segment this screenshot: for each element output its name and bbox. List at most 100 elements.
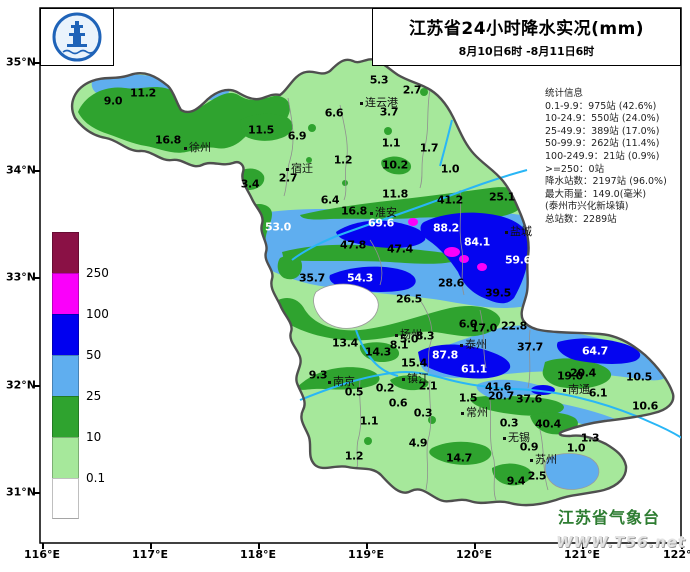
precip-value-label: 3.4 <box>240 177 260 191</box>
precip-value-label: 5.3 <box>369 73 389 87</box>
precip-value-label: 6.6 <box>324 106 344 120</box>
x-axis-tick <box>582 543 584 549</box>
y-axis-tick <box>34 385 40 387</box>
city-marker-dot <box>286 167 289 171</box>
precip-value-label: 1.1 <box>359 414 379 428</box>
legend-label: 100 <box>86 307 109 321</box>
city-name: 扬州 <box>400 328 422 341</box>
precip-value-label: 14.7 <box>446 451 472 465</box>
tai-lake <box>544 453 600 490</box>
city-marker-dot <box>563 388 566 392</box>
precip-value-label: 2.7 <box>278 171 298 185</box>
stats-line: >=250：0站 <box>545 163 605 175</box>
precip-value-label: 16.8 <box>155 133 181 147</box>
x-axis-label: 119°E <box>348 548 384 561</box>
precip-value-label: 28.6 <box>438 276 464 290</box>
precip-value-label: 35.7 <box>299 271 325 285</box>
precip-value-label: 3.7 <box>379 105 399 119</box>
city-marker-dot <box>503 436 506 440</box>
x-axis-tick <box>42 543 44 549</box>
x-axis-label: 117°E <box>132 548 168 561</box>
city-label: 南京 <box>328 373 355 389</box>
precip-value-label: 1.0 <box>566 441 586 455</box>
precip-value-label: 22.8 <box>501 319 527 333</box>
city-label: 宿迁 <box>286 160 313 176</box>
precip-value-label: 26.5 <box>396 292 422 306</box>
precip-value-label: 0.6 <box>388 396 408 410</box>
precip-value-label: 88.2 <box>433 221 459 235</box>
precip-value-label: 1.1 <box>381 136 401 150</box>
precip-value-label: 9.4 <box>506 474 526 488</box>
precip-value-label: 40.4 <box>535 417 561 431</box>
city-marker-dot <box>370 211 373 215</box>
precip-value-label: 0.3 <box>499 416 519 430</box>
city-marker-dot <box>460 343 463 347</box>
city-marker-dot <box>505 230 508 234</box>
watermark: WWW.T56.net <box>556 533 686 551</box>
precip-value-label: 13.4 <box>332 336 358 350</box>
city-marker-dot <box>360 101 363 105</box>
precip-value-label: 84.1 <box>464 235 490 249</box>
precip-value-label: 4.9 <box>408 436 428 450</box>
province-outline <box>70 58 675 507</box>
legend-block <box>52 232 79 273</box>
stats-line: 0.1-9.9：975站 (42.6%) <box>545 100 657 112</box>
city-name: 盐城 <box>510 225 532 238</box>
city-name: 连云港 <box>365 96 398 109</box>
precip-value-label: 69.6 <box>368 216 394 230</box>
legend-block <box>52 437 79 478</box>
y-axis-tick <box>34 492 40 494</box>
precip-value-label: 1.2 <box>333 153 353 167</box>
precip-value-label: 0.5 <box>344 385 364 399</box>
agency-logo-icon <box>52 12 102 62</box>
precip-value-label: 47.4 <box>387 242 413 256</box>
precip-value-label: 9.0 <box>103 94 123 108</box>
city-label: 常州 <box>461 404 488 420</box>
city-name: 宿迁 <box>291 162 313 175</box>
precip-value-label: 87.8 <box>432 348 458 362</box>
stats-line: 25-49.9：389站 (17.0%) <box>545 125 660 137</box>
precip-value-label: 37.7 <box>517 340 543 354</box>
city-label: 无锡 <box>503 429 530 445</box>
precip-value-label: 6.9 <box>287 129 307 143</box>
x-axis-label: 116°E <box>24 548 60 561</box>
precip-value-label: 39.5 <box>485 286 511 300</box>
x-axis-label: 122°E <box>663 548 690 561</box>
precip-value-label: 14.3 <box>365 345 391 359</box>
precip-value-label: 19.0 <box>557 369 583 383</box>
precip-value-label: 0.9 <box>519 440 539 454</box>
precip-value-label: 2.1 <box>418 379 438 393</box>
y-axis-tick <box>34 62 40 64</box>
city-marker-dot <box>402 377 405 381</box>
precip-value-label: 17.0 <box>471 321 497 335</box>
city-label: 泰州 <box>460 336 487 352</box>
stats-line: 最大雨量：149.0(毫米) <box>545 188 647 200</box>
city-label: 徐州 <box>184 139 211 155</box>
precip-value-label: 10.6 <box>632 399 658 413</box>
legend-block <box>52 355 79 396</box>
precip-value-label: 64.7 <box>582 344 608 358</box>
precip-value-label: 1.7 <box>419 141 439 155</box>
precip-value-label: 1.2 <box>344 449 364 463</box>
precip-value-label: 41.2 <box>437 193 463 207</box>
x-axis-label: 118°E <box>240 548 276 561</box>
legend-label: 50 <box>86 348 102 362</box>
city-name: 镇江 <box>407 372 429 385</box>
city-label: 淮安 <box>370 204 397 220</box>
precip-value-label: 8.1 <box>389 338 409 352</box>
city-name: 无锡 <box>508 431 530 444</box>
stats-line: 降水站数：2197站 (96.0%) <box>545 176 667 188</box>
stats-line: (泰州市兴化新垛镇) <box>545 201 629 213</box>
precip-value-label: 0.2 <box>375 381 395 395</box>
precip-value-label: 54.3 <box>347 271 373 285</box>
city-label: 苏州 <box>530 451 557 467</box>
precip-value-label: 15.4 <box>401 356 427 370</box>
statistics-panel: 统计信息 0.1-9.9：975站 (42.6%) 10-24.9：550站 (24… <box>545 88 685 227</box>
x-axis-label: 121°E <box>564 548 600 561</box>
precip-value-label: 6.0 <box>458 317 478 331</box>
precip-value-label: 6.4 <box>320 193 340 207</box>
precip-value-label: 53.0 <box>265 220 291 234</box>
precip-value-label: 20.7 <box>488 389 514 403</box>
legend-block <box>52 478 79 519</box>
